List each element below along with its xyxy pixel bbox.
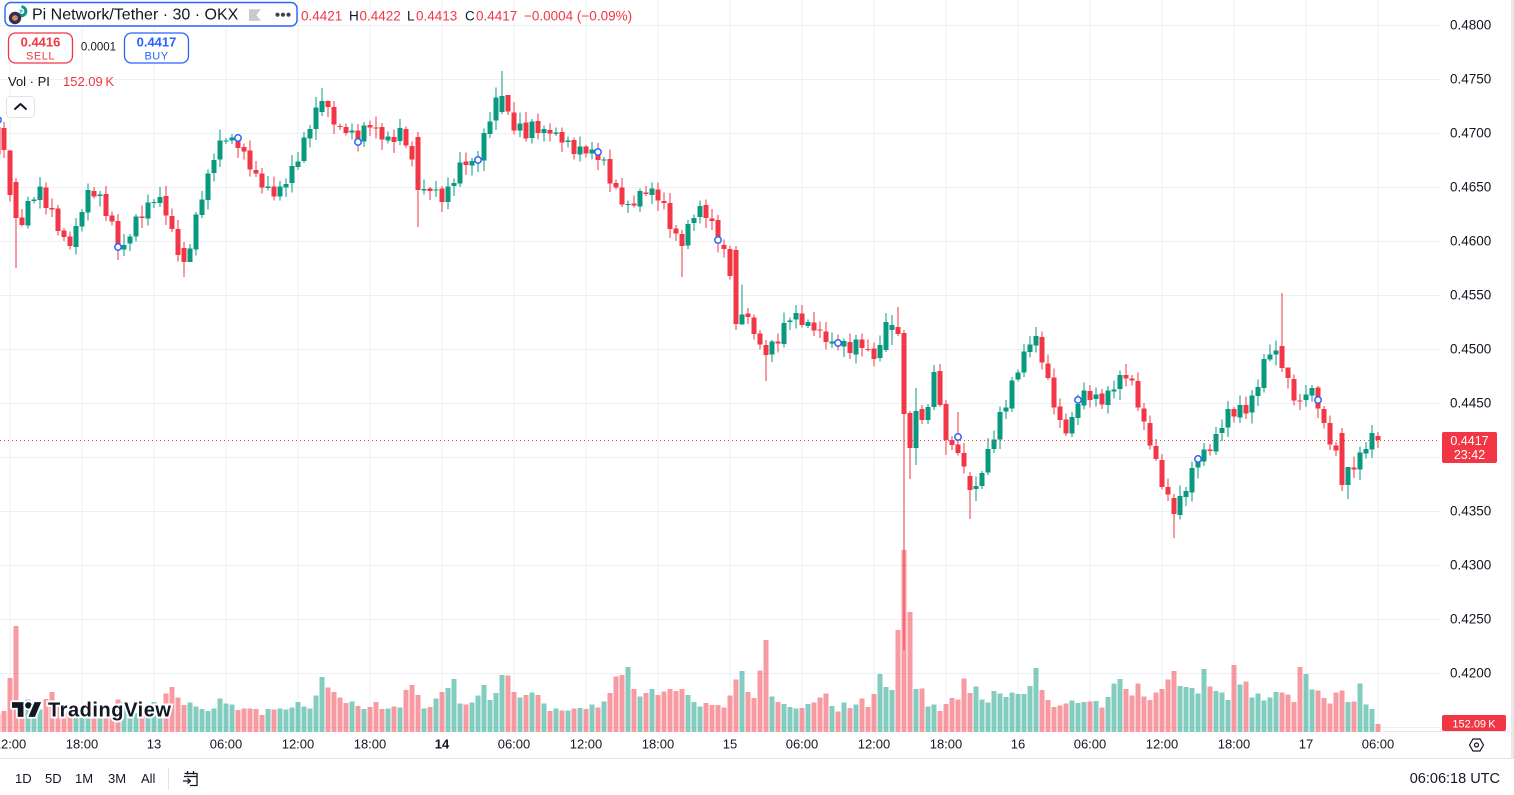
svg-text:BUY: BUY bbox=[144, 51, 168, 63]
svg-text:16: 16 bbox=[1011, 737, 1025, 752]
svg-text:L: L bbox=[407, 9, 415, 24]
svg-text:3M: 3M bbox=[108, 771, 126, 786]
svg-text:1D: 1D bbox=[15, 771, 32, 786]
svg-text:152.09 K: 152.09 K bbox=[63, 74, 114, 89]
svg-text:12:00: 12:00 bbox=[570, 737, 603, 752]
svg-text:18:00: 18:00 bbox=[930, 737, 963, 752]
svg-text:23:42: 23:42 bbox=[1454, 448, 1485, 462]
svg-text:18:00: 18:00 bbox=[354, 737, 387, 752]
svg-text:0.4417: 0.4417 bbox=[476, 9, 517, 24]
svg-text:0.4650: 0.4650 bbox=[1450, 180, 1491, 195]
svg-text:12:00: 12:00 bbox=[282, 737, 315, 752]
svg-text:18:00: 18:00 bbox=[66, 737, 99, 752]
svg-text:14: 14 bbox=[435, 737, 450, 752]
svg-text:−0.0004 (−0.09%): −0.0004 (−0.09%) bbox=[524, 9, 632, 24]
svg-text:5D: 5D bbox=[45, 771, 62, 786]
svg-text:12:00: 12:00 bbox=[1146, 737, 1179, 752]
svg-text:0.4417: 0.4417 bbox=[137, 35, 177, 50]
svg-text:12:00: 12:00 bbox=[858, 737, 891, 752]
svg-text:0.4800: 0.4800 bbox=[1450, 18, 1491, 33]
svg-text:0.4700: 0.4700 bbox=[1450, 126, 1491, 141]
svg-text:17: 17 bbox=[1299, 737, 1313, 752]
svg-text:0.4750: 0.4750 bbox=[1450, 72, 1491, 87]
svg-text:0.4417: 0.4417 bbox=[1450, 434, 1488, 448]
svg-text:06:00: 06:00 bbox=[1362, 737, 1395, 752]
svg-text:0.4500: 0.4500 bbox=[1450, 342, 1491, 357]
svg-text:0.4550: 0.4550 bbox=[1450, 288, 1491, 303]
svg-text:18:00: 18:00 bbox=[642, 737, 675, 752]
svg-text:SELL: SELL bbox=[26, 51, 55, 63]
svg-text:0.4416: 0.4416 bbox=[21, 35, 61, 50]
svg-text:0.4421: 0.4421 bbox=[301, 9, 342, 24]
svg-text:0.4300: 0.4300 bbox=[1450, 558, 1491, 573]
svg-text:TradingView: TradingView bbox=[48, 700, 172, 722]
svg-text:0.4422: 0.4422 bbox=[360, 9, 401, 24]
svg-text:Vol · PI: Vol · PI bbox=[8, 74, 50, 89]
svg-text:15: 15 bbox=[723, 737, 737, 752]
svg-text:0.4200: 0.4200 bbox=[1450, 666, 1491, 681]
svg-text:0.0001: 0.0001 bbox=[81, 42, 116, 54]
svg-text:12:00: 12:00 bbox=[0, 737, 26, 752]
svg-text:13: 13 bbox=[147, 737, 161, 752]
svg-text:06:00: 06:00 bbox=[210, 737, 243, 752]
svg-text:06:00: 06:00 bbox=[786, 737, 819, 752]
svg-text:0.4600: 0.4600 bbox=[1450, 234, 1491, 249]
svg-text:All: All bbox=[141, 771, 156, 786]
svg-text:0.4250: 0.4250 bbox=[1450, 612, 1491, 627]
svg-text:06:00: 06:00 bbox=[498, 737, 531, 752]
svg-text:0.4350: 0.4350 bbox=[1450, 504, 1491, 519]
svg-text:06:00: 06:00 bbox=[1074, 737, 1107, 752]
svg-text:C: C bbox=[465, 9, 475, 24]
svg-text:18:00: 18:00 bbox=[1218, 737, 1251, 752]
svg-text:06:06:18 UTC: 06:06:18 UTC bbox=[1410, 771, 1500, 787]
svg-text:1M: 1M bbox=[75, 771, 93, 786]
svg-text:0.4450: 0.4450 bbox=[1450, 396, 1491, 411]
svg-text:0.4413: 0.4413 bbox=[416, 9, 457, 24]
svg-text:H: H bbox=[349, 9, 359, 24]
svg-text:152.09 K: 152.09 K bbox=[1452, 719, 1496, 731]
svg-text:Pi Network/Tether · 30 · OKX: Pi Network/Tether · 30 · OKX bbox=[32, 7, 239, 24]
